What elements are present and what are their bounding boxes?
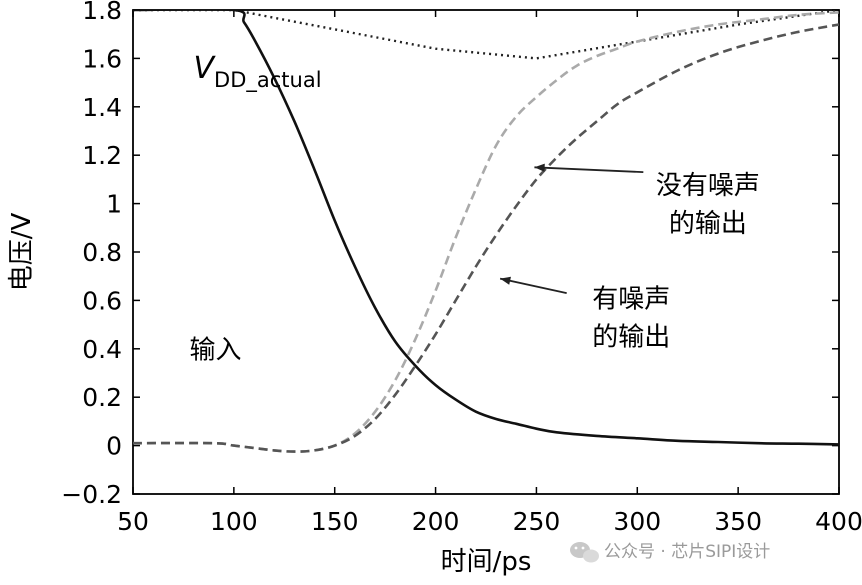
x-tick-label: 100 — [210, 507, 258, 536]
y-tick-label: 0 — [106, 432, 122, 461]
input-line — [133, 10, 839, 446]
x-tick-label: 300 — [613, 507, 661, 536]
y-tick-label: 1.8 — [82, 0, 122, 25]
y-axis-label: 电压/V — [7, 213, 37, 292]
y-tick-label: 0.8 — [82, 238, 122, 267]
y-tick-label: 1.4 — [82, 93, 122, 122]
watermark: 公众号 · 芯片SIPI设计 — [570, 542, 770, 563]
x-tick-label: 350 — [714, 507, 762, 536]
x-tick-label: 200 — [412, 507, 460, 536]
no-noise-label-arrowhead — [534, 163, 545, 172]
x-axis-label: 时间/ps — [441, 547, 532, 577]
input-label: 输入 — [189, 335, 241, 365]
y-tick-label: 0.2 — [82, 383, 122, 412]
y-tick-label: 1.6 — [82, 44, 122, 73]
noise-label-line: 有噪声 — [592, 285, 670, 315]
noise-label-arrow — [499, 277, 567, 295]
x-tick-label: 50 — [117, 507, 149, 536]
y-tick-label: 1 — [106, 190, 122, 219]
noise-label-arrowhead — [500, 276, 511, 285]
no-noise-label-arrow — [534, 166, 644, 174]
y-tick-label: 0.4 — [82, 335, 122, 364]
noise-label-line: 的输出 — [592, 323, 670, 353]
ticks: 50 100 150 200 250 300 350 400 −0.2 0 0.2 0.4 0.6 0.8… — [61, 0, 862, 536]
y-tick-label: 1.2 — [82, 141, 122, 170]
x-tick-label: 150 — [311, 507, 359, 536]
y-tick-label: −0.2 — [61, 480, 122, 509]
vdd-actual-line — [133, 10, 839, 60]
no-noise-label-line: 没有噪声 — [656, 171, 760, 201]
wechat-icon — [570, 542, 599, 563]
no-noise-output-line — [133, 11, 839, 453]
series — [133, 10, 839, 453]
no-noise-label-line: 的输出 — [669, 209, 747, 239]
watermark-text: 公众号 · 芯片SIPI设计 — [604, 542, 770, 562]
x-tick-label: 250 — [513, 507, 561, 536]
noise-output-line — [133, 23, 839, 453]
y-tick-label: 0.6 — [82, 286, 122, 315]
vdd-label: VDD_actual — [194, 51, 322, 93]
x-tick-label: 400 — [815, 507, 862, 536]
